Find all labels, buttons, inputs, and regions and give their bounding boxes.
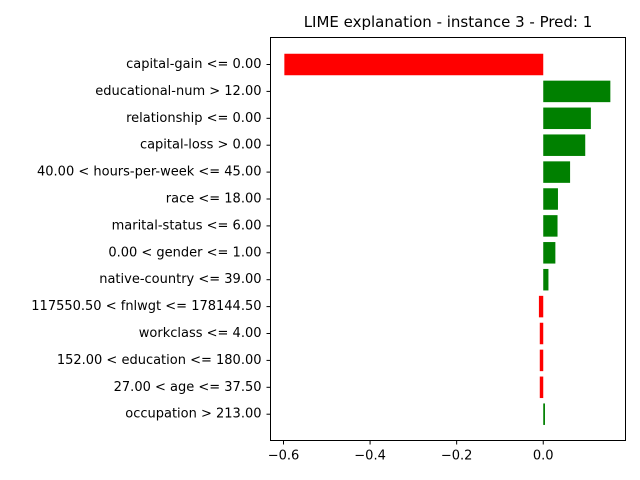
- x-axis-group: −0.6 −0.4 −0.2 0.0: [268, 440, 554, 464]
- bar-6: [543, 188, 558, 210]
- chart-title: LIME explanation - instance 3 - Pred: 1: [304, 13, 593, 31]
- x-tick-label-4: 0.0: [533, 449, 554, 464]
- y-tick-label-12: 152.00 < education <= 180.00: [57, 353, 262, 368]
- bar-14: [543, 403, 545, 425]
- bar-11: [539, 322, 544, 345]
- bar-5: [543, 161, 571, 183]
- y-tick-labels-group: capital-gain <= 0.00 educational-num > 12…: [31, 57, 271, 422]
- bar-13: [539, 376, 544, 399]
- bar-3: [543, 107, 591, 130]
- bar-4: [543, 134, 586, 156]
- y-tick-label-1: capital-gain <= 0.00: [126, 57, 261, 72]
- bar-9: [543, 268, 549, 291]
- bar-1: [284, 53, 544, 76]
- y-tick-label-11: workclass <= 4.00: [139, 326, 262, 341]
- bar-12: [539, 349, 544, 372]
- y-tick-label-3: relationship <= 0.00: [126, 111, 261, 126]
- plot-frame: [270, 37, 626, 441]
- y-tick-label-13: 27.00 < age <= 37.50: [114, 380, 262, 395]
- y-tick-label-8: 0.00 < gender <= 1.00: [108, 245, 261, 260]
- y-tick-label-9: native-country <= 39.00: [99, 272, 261, 287]
- bar-10: [538, 295, 544, 318]
- x-tick-label-3: −0.2: [441, 449, 473, 464]
- bar-8: [543, 242, 556, 264]
- y-tick-label-14: occupation > 213.00: [125, 407, 261, 422]
- x-tick-label-1: −0.6: [268, 449, 300, 464]
- y-tick-label-6: race <= 18.00: [166, 192, 262, 207]
- y-tick-label-5: 40.00 < hours-per-week <= 45.00: [37, 165, 262, 180]
- y-tick-label-7: marital-status <= 6.00: [112, 218, 262, 233]
- y-tick-label-4: capital-loss > 0.00: [140, 138, 262, 153]
- bar-2: [543, 80, 611, 103]
- bars-group: [284, 53, 611, 425]
- x-tick-label-2: −0.4: [354, 449, 386, 464]
- y-tick-label-10: 117550.50 < fnlwgt <= 178144.50: [31, 299, 261, 314]
- bar-7: [543, 215, 558, 237]
- y-tick-label-2: educational-num > 12.00: [95, 84, 261, 99]
